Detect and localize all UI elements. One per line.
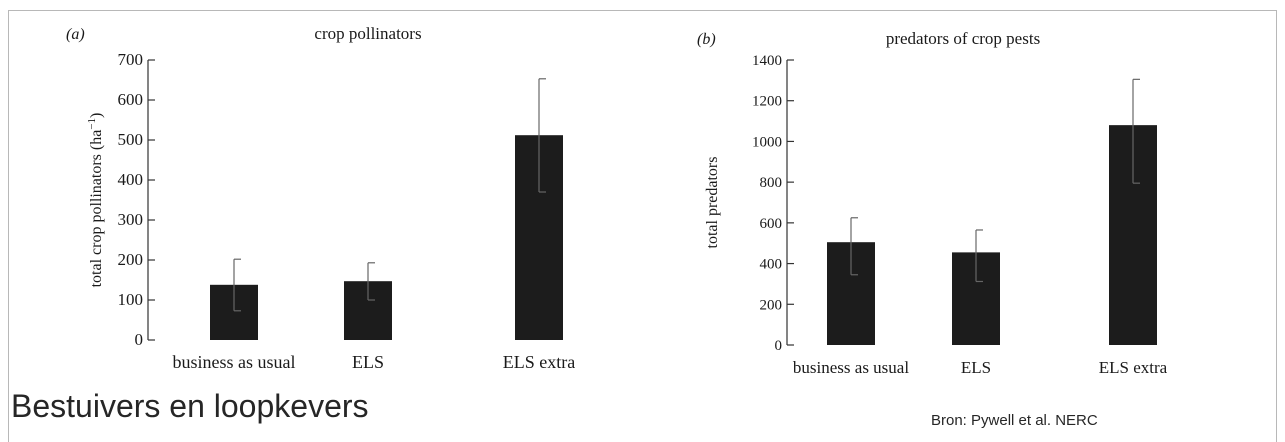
y-tick-label: 500 bbox=[118, 130, 144, 149]
y-tick-label: 800 bbox=[760, 175, 783, 191]
y-tick-label: 400 bbox=[760, 257, 783, 273]
x-category-label: ELS bbox=[352, 352, 384, 372]
y-tick-label: 1400 bbox=[752, 53, 782, 69]
y-tick-label: 400 bbox=[118, 170, 144, 189]
y-tick-label: 1200 bbox=[752, 94, 782, 110]
y-tick-label: 1000 bbox=[752, 134, 782, 150]
y-tick-label: 0 bbox=[775, 338, 783, 354]
panel-label: (a) bbox=[66, 26, 85, 43]
chart-title: predators of crop pests bbox=[886, 29, 1040, 48]
x-category-label: ELS extra bbox=[1099, 358, 1168, 377]
chart-panel-b: (b) predators of crop pests 0 200 400 600 800 1… bbox=[697, 29, 1168, 377]
y-tick-label: 600 bbox=[118, 90, 144, 109]
chart-panel-a: (a) crop pollinators 0 100 200 300 400 500 600 70… bbox=[66, 24, 575, 372]
source-note: Bron: Pywell et al. NERC bbox=[931, 412, 1098, 429]
chart-title: crop pollinators bbox=[314, 24, 421, 43]
y-axis-label: total crop pollinators (ha−1) bbox=[86, 113, 105, 288]
y-tick-label: 0 bbox=[135, 330, 144, 349]
y-tick-label: 200 bbox=[118, 250, 144, 269]
y-axis-label: total predators bbox=[704, 157, 721, 249]
x-category-label: business as usual bbox=[173, 352, 296, 372]
slide-title: Bestuivers en loopkevers bbox=[11, 388, 369, 424]
slide-frame bbox=[8, 10, 1277, 442]
panel-label: (b) bbox=[697, 31, 716, 48]
x-category-label: ELS extra bbox=[503, 352, 575, 372]
x-category-label: ELS bbox=[961, 358, 991, 377]
y-tick-label: 600 bbox=[760, 216, 783, 232]
y-tick-label: 300 bbox=[118, 210, 144, 229]
y-tick-label: 700 bbox=[118, 50, 144, 69]
y-tick-label: 200 bbox=[760, 297, 783, 313]
x-category-label: business as usual bbox=[793, 358, 909, 377]
y-tick-label: 100 bbox=[118, 290, 144, 309]
